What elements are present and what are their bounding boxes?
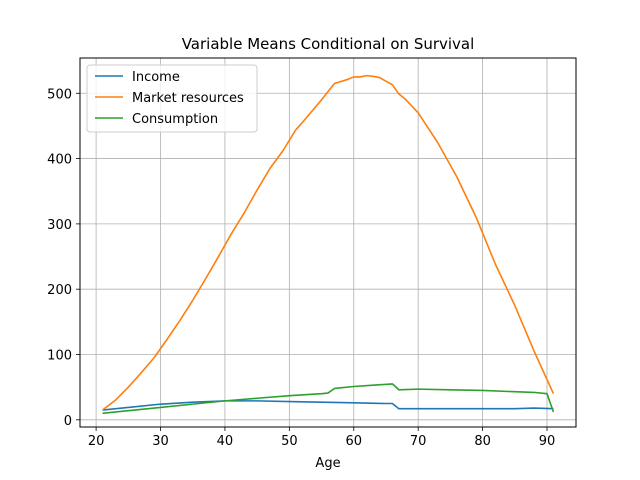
x-tick-label: 30: [152, 434, 169, 449]
series-line-2: [102, 383, 555, 415]
y-tick-label: 0: [64, 414, 72, 429]
x-tick-label: 60: [345, 434, 362, 449]
legend: Income Market resources Consumption: [86, 64, 258, 133]
x-tick-label: 20: [88, 434, 105, 449]
ticks: 20 30 40 50 60 70 80 90 0 100 200 300 400 500: [47, 87, 555, 449]
legend-label-2: Consumption: [132, 112, 218, 127]
x-tick-label: 90: [539, 434, 556, 449]
x-tick-label: 70: [410, 434, 427, 449]
y-tick-label: 400: [47, 153, 72, 168]
plot-frame: [79, 57, 577, 428]
y-tick-label: 500: [47, 87, 72, 102]
x-tick-label: 80: [474, 434, 491, 449]
y-tick-label: 300: [47, 218, 72, 233]
x-tick-label: 40: [217, 434, 234, 449]
y-tick-label: 200: [47, 283, 72, 298]
legend-label-1: Market resources: [132, 91, 244, 106]
series-layer: [102, 74, 555, 415]
y-tick-label: 100: [47, 349, 72, 364]
x-tick-label: 50: [281, 434, 298, 449]
legend-box: [86, 64, 258, 133]
x-axis-label: Age: [315, 456, 340, 471]
series-line-1: [102, 74, 555, 411]
legend-label-0: Income: [132, 70, 180, 85]
chart-title: Variable Means Conditional on Survival: [182, 35, 475, 53]
series-line-0: [102, 400, 554, 411]
